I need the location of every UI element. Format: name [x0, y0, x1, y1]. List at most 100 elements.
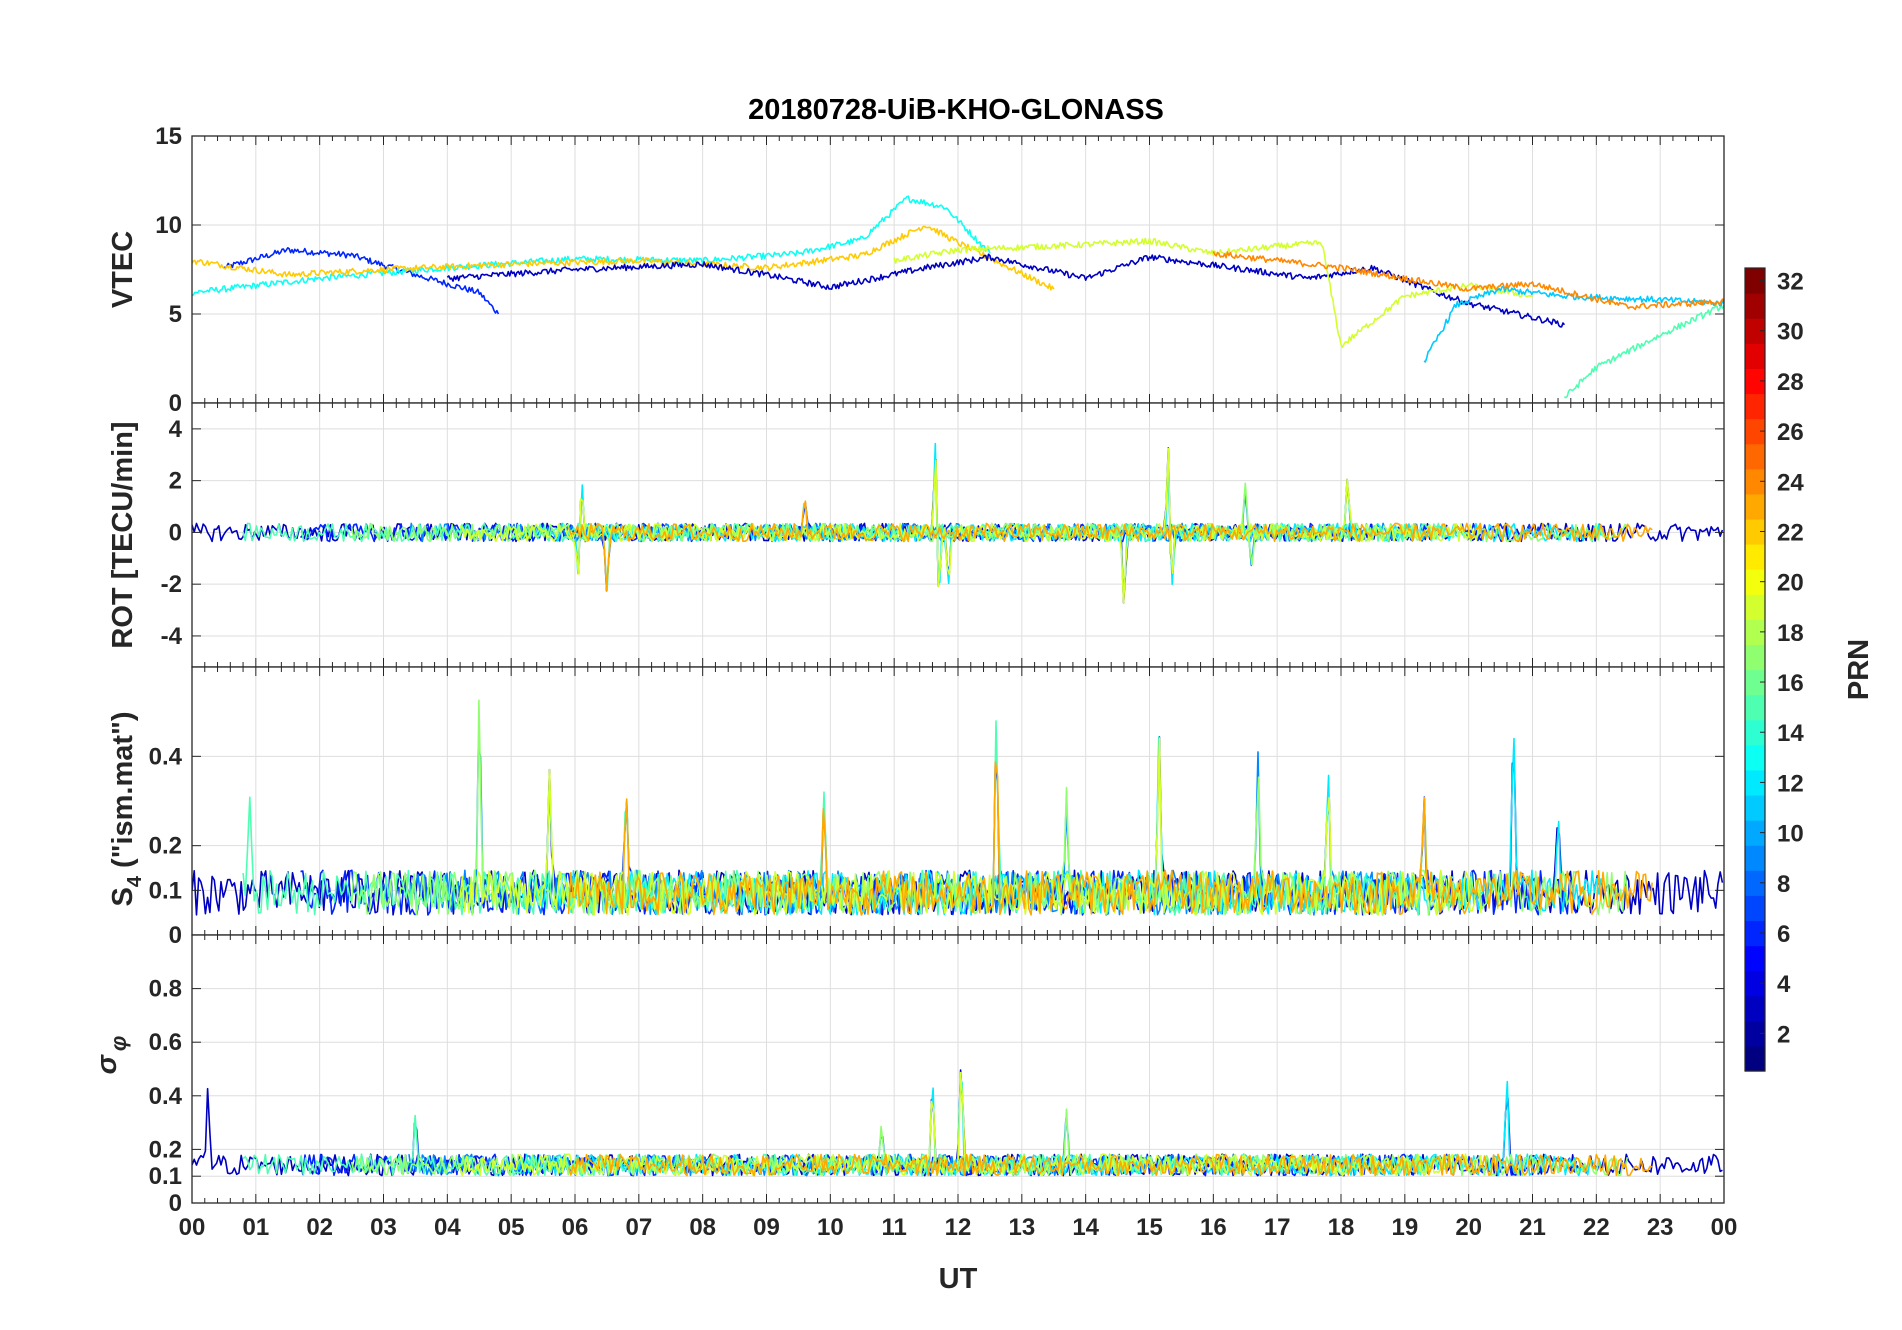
- x-tick-label: 08: [689, 1214, 716, 1241]
- s4-series-prn-23: [567, 761, 1653, 916]
- colorbar-segment-prn-31: [1745, 293, 1765, 319]
- x-tick-label: 01: [242, 1214, 269, 1241]
- x-tick-label: 09: [753, 1214, 780, 1241]
- colorbar-segment-prn-10: [1745, 820, 1765, 846]
- y-tick-label: 0: [169, 1190, 182, 1217]
- panel-rot: -4 -2 0 2 4 ROT [TECU/min]: [107, 402, 1725, 668]
- y-tick-label: 0.2: [149, 833, 182, 860]
- x-tick-label: 13: [1008, 1214, 1035, 1241]
- colorbar-segment-prn-27: [1745, 393, 1765, 420]
- colorbar-segment-prn-30: [1745, 318, 1765, 344]
- y-tick-label: 0.4: [149, 743, 183, 770]
- vtec-series-prn-19: [893, 237, 1533, 349]
- colorbar-segment-prn-22: [1745, 518, 1765, 545]
- colorbar-segment-prn-3: [1745, 995, 1765, 1022]
- y-tick-label: 0: [169, 390, 182, 417]
- x-tick-label: 18: [1328, 1214, 1355, 1241]
- x-tick-label: 12: [945, 1214, 972, 1241]
- colorbar-segment-prn-21: [1745, 544, 1765, 570]
- y-axis-label-sigma: σφ: [91, 1036, 131, 1075]
- y-axis-label-s4: S4 ("ism.mat"): [107, 712, 146, 907]
- x-tick-label: 04: [434, 1214, 461, 1241]
- y-axis-label-vtec: VTEC: [107, 231, 139, 308]
- colorbar-segment-prn-25: [1745, 443, 1765, 470]
- x-tick-label: 00: [179, 1214, 206, 1241]
- colorbar-segment-prn-26: [1745, 418, 1765, 445]
- y-tick-label: 10: [155, 212, 182, 239]
- colorbar-tick-label: 28: [1777, 369, 1804, 396]
- colorbar-tick-label: 24: [1777, 469, 1804, 496]
- colorbar-tick-label: 22: [1777, 519, 1804, 546]
- vtec-series-prn-3: [446, 253, 1566, 328]
- x-tick-label: 23: [1647, 1214, 1674, 1241]
- chart-title: 20180728-UiB-KHO-GLONASS: [748, 94, 1164, 126]
- colorbar-tick-label: 20: [1777, 570, 1804, 597]
- colorbar-tick-label: 32: [1777, 269, 1804, 296]
- colorbar-segment-prn-23: [1745, 493, 1765, 520]
- colorbar-tick-label: 8: [1777, 871, 1790, 898]
- colorbar-segment-prn-19: [1745, 594, 1765, 620]
- y-tick-label: 0.1: [149, 877, 182, 904]
- colorbar-tick-label: 12: [1777, 770, 1804, 797]
- colorbar-segment-prn-9: [1745, 845, 1765, 871]
- colorbar-frame: [1744, 267, 1766, 1072]
- x-tick-label: 20: [1455, 1214, 1482, 1241]
- colorbar-segment-prn-7: [1745, 895, 1765, 922]
- panel-s4-series: [192, 699, 1724, 916]
- y-tick-label: 0.8: [149, 976, 182, 1003]
- colorbar-segment-prn-4: [1745, 970, 1765, 997]
- x-tick-label: 11: [881, 1214, 906, 1241]
- colorbar-tick-label: 6: [1777, 921, 1790, 948]
- panel-vtec-series: [192, 195, 1724, 399]
- x-tick-label: 15: [1136, 1214, 1163, 1241]
- colorbar-segment-prn-11: [1745, 794, 1765, 821]
- colorbar-segment-prn-12: [1745, 769, 1765, 796]
- colorbar-segment-prn-16: [1745, 669, 1765, 696]
- y-tick-label: 0: [169, 922, 182, 949]
- panel-sigma-series: [192, 1069, 1723, 1177]
- y-tick-label: 0.4: [149, 1083, 183, 1110]
- colorbar-tick-label: 10: [1777, 821, 1804, 848]
- x-tick-label: 05: [498, 1214, 525, 1241]
- x-tick-label: 00: [1711, 1214, 1738, 1241]
- colorbar-segment-prn-29: [1745, 343, 1765, 369]
- colorbar-tick-label: 30: [1777, 319, 1804, 346]
- colorbar-segment-prn-5: [1745, 945, 1765, 972]
- vtec-series-prn-11: [1423, 285, 1724, 363]
- colorbar-segment-prn-2: [1745, 1020, 1765, 1047]
- x-tick-label: 17: [1264, 1214, 1291, 1241]
- rot-series-prn-17: [350, 482, 1628, 566]
- colorbar-tick-label: 26: [1777, 419, 1804, 446]
- y-tick-label: -2: [161, 571, 182, 598]
- colorbar-segment-prn-17: [1745, 644, 1765, 671]
- colorbar-tick-label: 4: [1777, 971, 1791, 998]
- vtec-series-prn-15: [1563, 304, 1724, 399]
- x-tick-label: 10: [817, 1214, 844, 1241]
- sigma-series-prn-23: [567, 1153, 1653, 1177]
- y-tick-label: 0.1: [149, 1163, 182, 1190]
- x-tick-label: 19: [1391, 1214, 1418, 1241]
- panel-sigma: 00.10.2 0.4 0.6 0.8 σφ 00 01 02 03 04 05 06 07 08 09 10…: [91, 934, 1738, 1241]
- colorbar-tick-label: 14: [1777, 720, 1804, 747]
- vtec-series-prn-24: [1212, 250, 1724, 311]
- y-tick-label: 0.2: [149, 1136, 182, 1163]
- x-tick-label: 03: [370, 1214, 397, 1241]
- x-tick-label: 16: [1200, 1214, 1227, 1241]
- colorbar-segment-prn-20: [1745, 569, 1765, 595]
- x-tick-label: 21: [1519, 1214, 1546, 1241]
- vtec-series-prn-22: [192, 225, 1055, 291]
- panel-rot-series: [192, 442, 1724, 604]
- panel-s4: 0 0.1 0.2 0.4S4 ("ism.mat"): [107, 666, 1725, 949]
- x-tick-label: 14: [1072, 1214, 1099, 1241]
- y-tick-label: 4: [169, 416, 183, 443]
- colorbar-segment-prn-24: [1745, 468, 1765, 495]
- y-tick-label: 2: [169, 468, 182, 495]
- y-axis-label-rot: ROT [TECU/min]: [107, 421, 139, 648]
- vtec-series-prn-13: [192, 195, 991, 297]
- rot-series-prn-23: [567, 500, 1653, 592]
- colorbar-segment-prn-1: [1745, 1045, 1765, 1072]
- colorbar-segment-prn-32: [1745, 268, 1765, 294]
- x-tick-label: 07: [625, 1214, 652, 1241]
